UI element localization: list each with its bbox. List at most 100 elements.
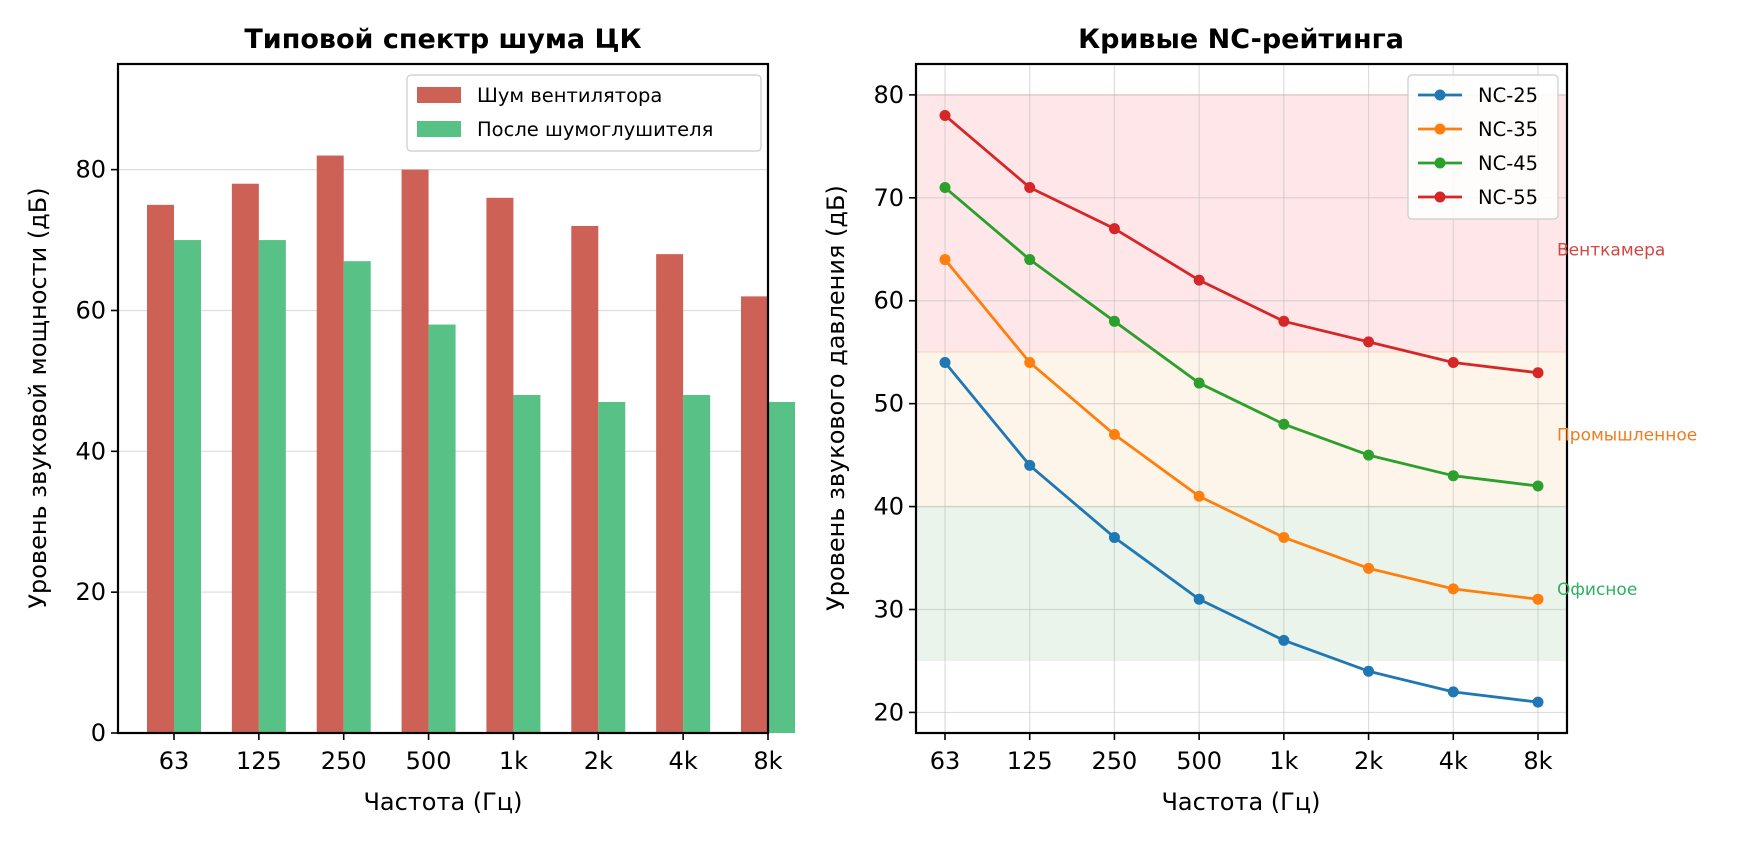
data-point bbox=[1532, 480, 1544, 492]
zone-label: Промышленное bbox=[1557, 426, 1697, 446]
x-tick-label: 125 bbox=[1007, 747, 1053, 775]
legend-swatch bbox=[417, 121, 461, 137]
legend-box bbox=[406, 74, 762, 152]
chart-title: Кривые NC-рейтинга bbox=[1078, 24, 1404, 55]
legend: Шум вентилятора После шумоглушителя bbox=[406, 74, 762, 152]
bar bbox=[174, 240, 201, 734]
data-point bbox=[1193, 377, 1205, 389]
x-tick-label: 4k bbox=[1439, 747, 1468, 775]
data-point bbox=[1024, 356, 1036, 368]
x-tick-label: 500 bbox=[406, 747, 452, 775]
bar bbox=[683, 394, 711, 733]
data-point bbox=[1278, 634, 1290, 646]
legend-marker bbox=[1434, 89, 1446, 101]
bar bbox=[598, 402, 626, 733]
legend-box bbox=[1407, 74, 1559, 220]
zone-band bbox=[916, 506, 1567, 661]
bar bbox=[768, 402, 795, 733]
data-point bbox=[1108, 315, 1120, 327]
x-tick-label: 63 bbox=[930, 747, 961, 775]
data-point bbox=[1363, 336, 1375, 348]
bar bbox=[231, 183, 259, 733]
zone-band bbox=[916, 352, 1567, 507]
data-point bbox=[1363, 665, 1375, 677]
y-axis-label: Уровень звуковой мощности (дБ) bbox=[24, 187, 52, 608]
data-point bbox=[1108, 429, 1120, 441]
tick-labels: 0 20 40 60 80 63 125 250 500 1k 2k 4k 8k bbox=[75, 156, 782, 775]
x-tick-label: 250 bbox=[1092, 747, 1138, 775]
y-tick-label: 70 bbox=[873, 184, 904, 212]
data-point bbox=[1278, 418, 1290, 430]
y-tick-label: 30 bbox=[873, 595, 904, 623]
bar bbox=[316, 155, 344, 733]
data-point bbox=[1108, 223, 1120, 235]
legend-marker bbox=[1434, 123, 1446, 135]
x-tick-label: 8k bbox=[1523, 747, 1552, 775]
legend-swatch bbox=[417, 87, 461, 103]
y-tick-label: 40 bbox=[75, 437, 106, 465]
data-point bbox=[939, 254, 951, 266]
y-tick-label: 20 bbox=[75, 578, 106, 606]
bar bbox=[486, 197, 514, 734]
data-point bbox=[1447, 583, 1459, 595]
data-point bbox=[1532, 696, 1544, 708]
series-line bbox=[943, 361, 1539, 704]
tick-labels: 20 30 40 50 60 70 80 63 125 250 500 1k 2k 4k 8k bbox=[873, 81, 1552, 775]
series-line bbox=[944, 114, 1539, 375]
y-tick-label: 60 bbox=[75, 296, 106, 324]
bar bbox=[147, 204, 174, 733]
legend-label: Шум вентилятора bbox=[477, 84, 662, 107]
data-point bbox=[1447, 356, 1459, 368]
y-tick-label: 80 bbox=[873, 81, 904, 109]
data-point bbox=[939, 109, 951, 121]
zone-label: Офисное bbox=[1557, 580, 1637, 600]
y-tick-label: 20 bbox=[873, 698, 904, 726]
legend: NC-25 NC-35 NC-45 NC-55 bbox=[1407, 74, 1559, 220]
noise-spectrum-chart: Типовой спектр шума ЦК 0 20 40 60 80 63 125 250… bbox=[24, 24, 795, 816]
x-axis-label: Частота (Гц) bbox=[1161, 788, 1320, 816]
y-tick-label: 40 bbox=[873, 493, 904, 521]
chart-title: Типовой спектр шума ЦК bbox=[244, 24, 641, 55]
data-point bbox=[1278, 531, 1290, 543]
data-point bbox=[939, 356, 951, 368]
data-point bbox=[1532, 593, 1544, 605]
data-point bbox=[1532, 367, 1544, 379]
data-point bbox=[939, 182, 951, 194]
bar bbox=[656, 254, 684, 733]
x-tick-label: 4k bbox=[669, 747, 698, 775]
series-line bbox=[943, 258, 1539, 601]
data-point bbox=[1363, 449, 1375, 461]
plot-frame bbox=[914, 62, 1569, 735]
data-point bbox=[1024, 254, 1036, 266]
x-tick-label: 1k bbox=[1269, 747, 1298, 775]
bar bbox=[513, 394, 541, 733]
series-lines bbox=[939, 109, 1544, 708]
x-tick-label: 2k bbox=[1354, 747, 1383, 775]
zone-labels: Венткамера Промышленное Офисное bbox=[1557, 240, 1697, 600]
bar bbox=[741, 296, 768, 733]
x-tick-label: 500 bbox=[1176, 747, 1222, 775]
bar bbox=[258, 240, 286, 734]
data-point bbox=[1447, 470, 1459, 482]
data-point bbox=[1363, 562, 1375, 574]
bar bbox=[401, 169, 429, 733]
x-tick-label: 2k bbox=[584, 747, 613, 775]
data-point bbox=[1278, 315, 1290, 327]
legend-label: NC-35 bbox=[1478, 118, 1538, 141]
nc-curves-chart: Кривые NC-рейтинга 20 30 40 50 60 70 80 63 125 25… bbox=[822, 24, 1697, 816]
legend-marker bbox=[1434, 191, 1446, 203]
bar bbox=[343, 261, 371, 733]
x-tick-label: 8k bbox=[753, 747, 782, 775]
x-tick-label: 63 bbox=[159, 747, 190, 775]
data-point bbox=[1193, 593, 1205, 605]
bars bbox=[147, 155, 795, 734]
data-point bbox=[1024, 459, 1036, 471]
data-point bbox=[1447, 686, 1459, 698]
legend-label: NC-45 bbox=[1478, 152, 1538, 175]
data-point bbox=[1193, 490, 1205, 502]
data-point bbox=[1108, 531, 1120, 543]
bar bbox=[428, 324, 456, 733]
data-point bbox=[1193, 274, 1205, 286]
series-line bbox=[944, 186, 1539, 488]
